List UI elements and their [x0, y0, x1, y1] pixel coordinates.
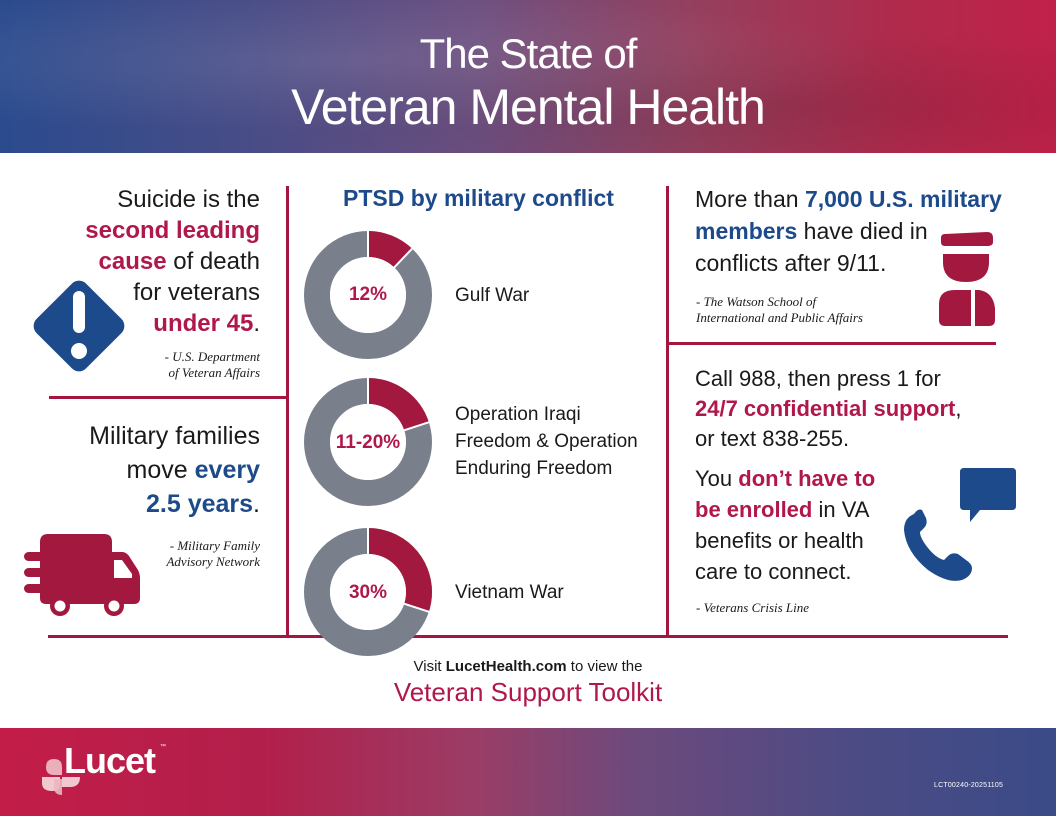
stat-text-line: have died in: [797, 218, 928, 244]
lucet-logo: Lucet: [64, 740, 156, 781]
cta-line: Visit LucetHealth.com to view the: [0, 658, 1056, 675]
source-line: - The Watson School of: [696, 294, 817, 309]
conflict-label-line: Enduring Freedom: [455, 458, 613, 479]
stat-highlight: don’t have to: [738, 466, 876, 491]
stat-text-line: or text 838-255.: [695, 426, 850, 451]
stat-deaths-text: More than 7,000 U.S. military members ha…: [695, 183, 1015, 279]
trademark-symbol: ™: [160, 744, 166, 750]
stat-highlight: members: [695, 218, 798, 244]
title-line-2: Veteran Mental Health: [291, 79, 766, 135]
donut-chart-gulf-war: [304, 230, 432, 359]
stat-highlight: 24/7 confidential support: [695, 396, 956, 421]
divider-left-horizontal: [49, 396, 289, 399]
divider-bottom: [48, 635, 1008, 638]
stat-text-line: care to connect.: [695, 559, 852, 584]
lucet-health-link[interactable]: LucetHealth.com: [445, 658, 567, 675]
stat-text-line: Military families: [89, 422, 260, 450]
stat-text-line: .: [253, 310, 260, 337]
stat-highlight: cause: [98, 248, 167, 275]
source-line: International and Public Affairs: [696, 310, 863, 325]
conflict-label-gulf-war: Gulf War: [455, 285, 530, 306]
source-line: - Military Family: [169, 538, 260, 553]
stat-text-line: move: [126, 456, 195, 484]
stat-highlight: 7,000 U.S. military: [804, 186, 1002, 212]
header-banner: The State of Veteran Mental Health: [0, 0, 1056, 153]
stat-suicide-text: Suicide is the second leading cause of d…: [60, 184, 260, 339]
warning-diamond-icon: [33, 280, 125, 372]
document-code: LCT00240-20251105: [934, 782, 1004, 789]
stat-text-line: Call 988, then press 1 for: [695, 366, 941, 391]
title-line-1: The State of: [419, 30, 638, 77]
stat-text-line: Suicide is the: [117, 186, 260, 213]
source-line: of Veteran Affairs: [168, 365, 260, 380]
stat-enrollment-text: You don’t have to be enrolled in VA bene…: [695, 463, 915, 587]
source-line: - U.S. Department: [164, 349, 260, 364]
donut-chart-oif-oef: [304, 377, 432, 506]
cta-text: Visit: [413, 658, 446, 675]
source-watson: - The Watson School of International and…: [696, 294, 926, 326]
source-crisis-line: - Veterans Crisis Line: [696, 600, 810, 615]
stat-highlight: 2.5 years: [146, 490, 254, 518]
conflict-label-oif-oef: Operation Iraqi Freedom & Operation Endu…: [455, 401, 638, 482]
stat-highlight: be enrolled: [695, 497, 813, 522]
soldier-icon: [939, 232, 995, 326]
divider-left-vertical: [286, 186, 289, 638]
divider-right-horizontal: [666, 342, 996, 345]
stat-text-line: benefits or health: [695, 528, 864, 553]
moving-truck-icon: [24, 534, 140, 616]
divider-right-vertical: [666, 186, 669, 638]
conflict-label-line: Operation Iraqi: [455, 404, 581, 425]
donut-chart-vietnam-war: [304, 527, 432, 656]
cta-text: to view the: [566, 658, 643, 675]
veteran-support-toolkit-headline: Veteran Support Toolkit: [393, 677, 663, 707]
stat-text-line: ,: [955, 396, 962, 421]
stat-highlight: second leading: [85, 217, 260, 244]
stat-text-line: More than: [695, 186, 805, 212]
stat-text-line: conflicts after 9/11.: [695, 250, 887, 276]
conflict-label-vietnam-war: Vietnam War: [455, 582, 564, 603]
stat-highlight: under 45: [153, 310, 254, 337]
source-mfan: - Military Family Advisory Network: [110, 538, 260, 570]
lucet-logo-icon: [42, 759, 80, 795]
phone-chat-icon: [904, 468, 1016, 581]
stat-text-line: You: [695, 466, 739, 491]
stat-text-line: in VA: [812, 497, 870, 522]
source-line: Advisory Network: [166, 554, 260, 569]
donut-value-gulf-war: 12%: [348, 284, 388, 305]
donut-value-oif-oef: 11-20%: [335, 432, 401, 453]
source-va: - U.S. Department of Veteran Affairs: [100, 349, 260, 381]
footer-banner: [0, 728, 1056, 816]
chart-title: PTSD by military conflict: [343, 185, 614, 211]
donut-value-vietnam-war: 30%: [348, 582, 388, 603]
stat-crisis-text: Call 988, then press 1 for 24/7 confiden…: [695, 364, 1025, 454]
stat-families-text: Military families move every 2.5 years.: [50, 419, 260, 521]
stat-text-line: of death: [166, 248, 260, 275]
stat-text-line: .: [253, 490, 260, 518]
conflict-label-line: Freedom & Operation: [455, 431, 638, 452]
stat-highlight: every: [194, 456, 260, 484]
stat-text-line: for veterans: [133, 279, 260, 306]
